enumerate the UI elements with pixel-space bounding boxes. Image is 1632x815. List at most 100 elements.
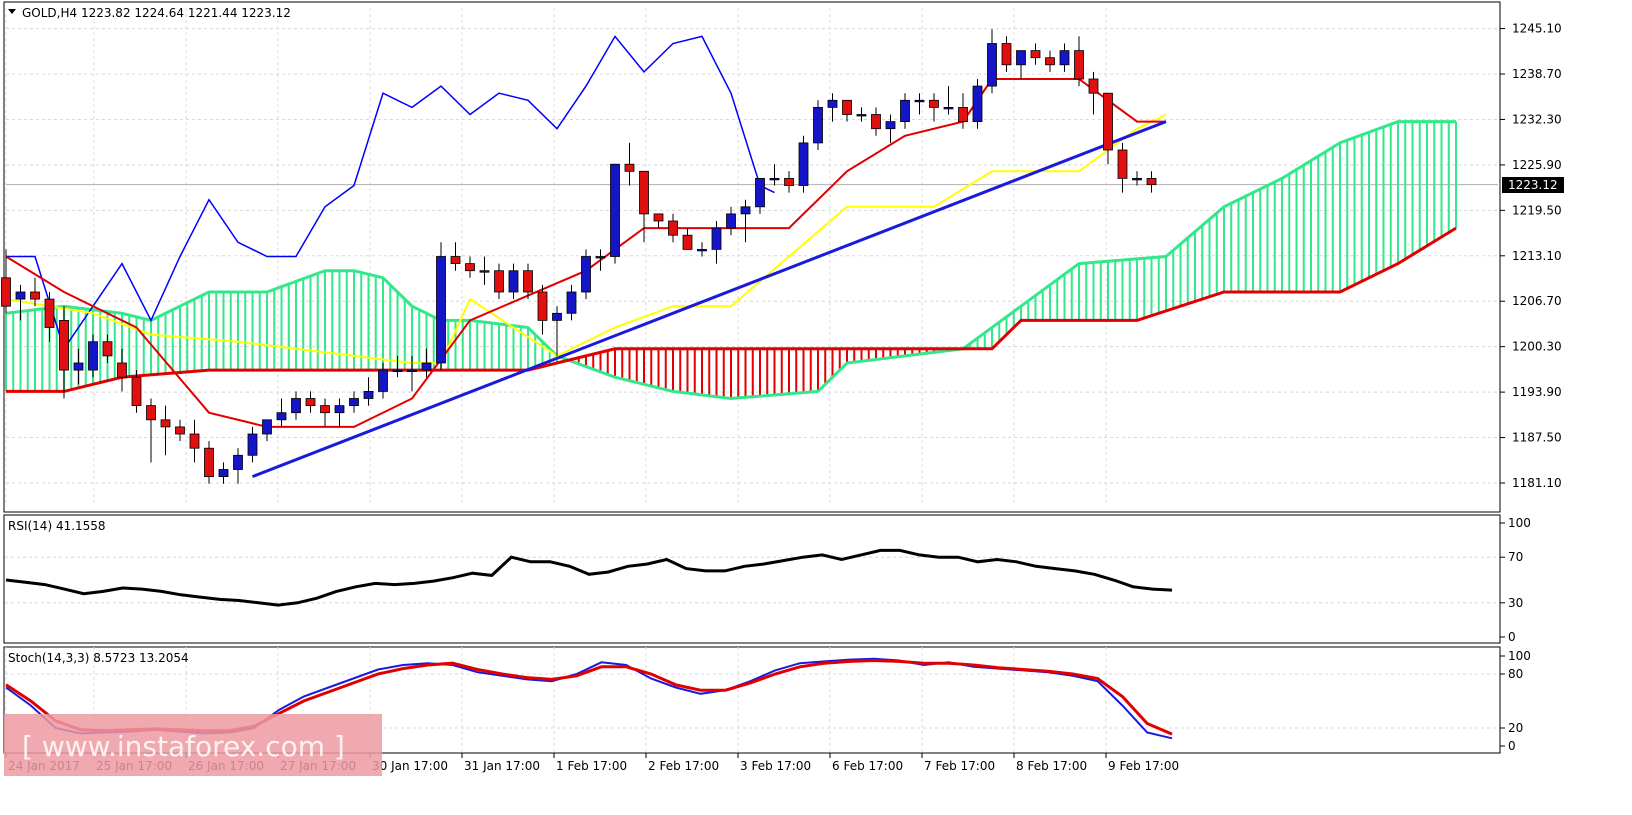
candle-body [291,398,301,414]
candle-body [378,369,388,392]
watermark-text: [ www.instaforex.com ] [22,730,345,763]
candle-body [1016,50,1026,66]
rsi-line [5,548,1173,607]
candle-body [552,312,562,321]
stoch-tick-label: 0 [1508,739,1516,753]
candle-body [218,469,229,477]
candle-body [436,256,446,364]
candle-body [1030,50,1041,59]
candle-body [929,99,939,108]
current-price-tag [1502,177,1564,193]
price-header-label: GOLD,H4 1223.82 1224.64 1221.44 1223.12 [22,6,291,20]
candle-body [59,319,69,371]
candle-body [204,447,214,478]
candle-body [653,213,664,222]
candle-body [262,419,272,435]
rsi-tick-label: 0 [1508,630,1516,644]
candle-body [1088,78,1099,94]
dropdown-triangle-icon[interactable] [8,9,16,14]
rsi-panel-frame [3,514,1501,644]
candle-body [726,213,736,229]
current-price-text: 1223.12 [1508,178,1558,192]
candle-body [1,277,11,307]
candle-body [900,99,910,123]
price-panel-frame [3,1,1501,513]
candle-body [465,263,475,272]
candle-body [392,369,403,373]
candle-body [987,43,997,87]
candle-body [885,121,896,130]
candle-body [523,270,533,293]
candle-body [131,376,142,407]
y-tick-label: 1238.70 [1512,67,1562,81]
trendline [251,120,1167,478]
candle-body [624,163,635,172]
candle-body [711,227,722,250]
x-tick-label: 9 Feb 17:00 [1108,759,1179,773]
candle-body [769,177,780,181]
watermark-box [4,714,382,776]
candle-body [1045,57,1055,66]
candle-body [117,362,127,378]
axes: 1245.10 1238.70 1232.30 1225.90 1219.50 1213.… [5,22,1562,773]
kijun-sen [5,113,1167,364]
candle-body [1103,92,1113,151]
candle-body [30,291,40,300]
candle-body [1001,43,1012,66]
candle-body [1132,177,1142,181]
candle-body [44,298,55,328]
candle-body [581,256,591,293]
y-tick-label: 1232.30 [1512,112,1562,126]
candle-body [914,99,925,103]
candle-body [363,390,374,399]
rsi-tick-label: 30 [1508,596,1523,610]
x-tick-label: 8 Feb 17:00 [1016,759,1087,773]
rsi-tick-label: 100 [1508,516,1531,530]
y-tick-label: 1225.90 [1512,158,1562,172]
y-tick-label: 1200.30 [1512,340,1562,354]
candle-body [784,177,794,186]
y-tick-label: 1206.70 [1512,294,1562,308]
candle-body [15,291,26,300]
candle-body [798,142,809,186]
candle-body [537,291,548,321]
candle-body [595,256,606,259]
candle-body [813,107,823,144]
candle-body [755,177,765,208]
rsi-lines [5,548,1173,607]
stoch-tick-label: 100 [1508,649,1531,663]
candle-body [972,85,983,122]
candle-body [146,405,156,421]
candle-body [682,234,693,250]
candle-body [189,433,200,449]
candles [1,29,1157,484]
senkou-span-a [5,120,1456,401]
candle-body [407,369,417,373]
x-tick-label: 30 Jan 17:00 [372,759,448,773]
candle-body [508,270,519,293]
candle-body [668,220,678,236]
candle-body [88,341,98,371]
stoch-tick-label: 20 [1508,721,1523,735]
y-tick-label: 1213.10 [1512,249,1562,263]
chikou-span [6,35,775,351]
candle-body [871,114,881,130]
candle-body [856,114,867,117]
candle-body [1059,50,1070,66]
candle-body [247,433,258,456]
candle-body [827,99,838,108]
candle-body [566,291,577,314]
candle-body [943,107,954,110]
x-tick-label: 2 Feb 17:00 [648,759,719,773]
candle-body [450,256,461,264]
x-tick-label: 1 Feb 17:00 [556,759,627,773]
candle-body [610,163,620,257]
candle-body [740,206,751,215]
candle-body [1117,149,1128,179]
senkou-span-b [6,226,1457,393]
candle-body [233,454,243,470]
rsi-tick-label: 70 [1508,550,1523,564]
candle-body [175,426,185,435]
